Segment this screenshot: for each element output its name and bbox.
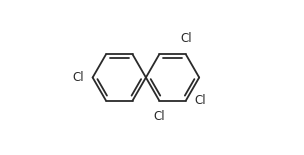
- Text: Cl: Cl: [154, 110, 165, 123]
- Text: Cl: Cl: [195, 94, 206, 107]
- Text: Cl: Cl: [180, 32, 192, 45]
- Text: Cl: Cl: [73, 71, 84, 84]
